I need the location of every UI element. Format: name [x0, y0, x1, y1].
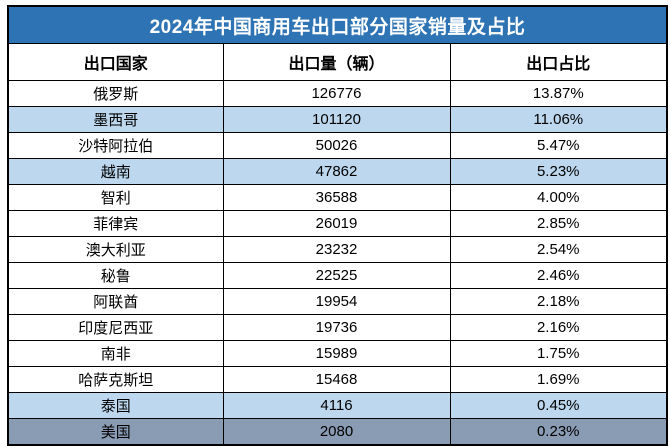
table-row: 越南 47862 5.23% — [7, 158, 668, 185]
volume-cell: 4116 — [222, 392, 451, 419]
column-header-share: 出口占比 — [449, 43, 668, 81]
table-row: 南非 15989 1.75% — [7, 340, 668, 367]
volume-cell: 22525 — [222, 262, 451, 289]
country-cell: 泰国 — [7, 392, 224, 419]
share-cell: 5.47% — [449, 132, 668, 159]
table-row: 秘鲁 22525 2.46% — [7, 262, 668, 289]
country-cell: 墨西哥 — [7, 106, 224, 133]
share-cell: 2.46% — [449, 262, 668, 289]
volume-cell: 2080 — [222, 418, 451, 446]
country-cell: 印度尼西亚 — [7, 314, 224, 341]
column-header-volume: 出口量（辆） — [222, 43, 451, 81]
table-row: 沙特阿拉伯 50026 5.47% — [7, 132, 668, 159]
table-row: 俄罗斯 126776 13.87% — [7, 80, 668, 107]
country-cell: 沙特阿拉伯 — [7, 132, 224, 159]
table-row: 澳大利亚 23232 2.54% — [7, 236, 668, 263]
table-row: 哈萨克斯坦 15468 1.69% — [7, 366, 668, 393]
table-row: 印度尼西亚 19736 2.16% — [7, 314, 668, 341]
table-title-row: 2024年中国商用车出口部分国家销量及占比 — [7, 5, 668, 44]
share-cell: 5.23% — [449, 158, 668, 185]
volume-cell: 19736 — [222, 314, 451, 341]
export-table-container: 2024年中国商用车出口部分国家销量及占比 出口国家 出口量（辆） 出口占比 俄… — [7, 5, 668, 446]
export-table: 2024年中国商用车出口部分国家销量及占比 出口国家 出口量（辆） 出口占比 俄… — [7, 5, 668, 446]
share-cell: 2.54% — [449, 236, 668, 263]
volume-cell: 26019 — [222, 210, 451, 237]
volume-cell: 23232 — [222, 236, 451, 263]
share-cell: 0.23% — [449, 418, 668, 446]
volume-cell: 19954 — [222, 288, 451, 315]
table-title: 2024年中国商用车出口部分国家销量及占比 — [7, 5, 668, 44]
country-cell: 澳大利亚 — [7, 236, 224, 263]
share-cell: 1.69% — [449, 366, 668, 393]
volume-cell: 15989 — [222, 340, 451, 367]
share-cell: 13.87% — [449, 80, 668, 107]
volume-cell: 126776 — [222, 80, 451, 107]
table-row: 阿联酋 19954 2.18% — [7, 288, 668, 315]
table-header-row: 出口国家 出口量（辆） 出口占比 — [7, 43, 668, 81]
country-cell: 智利 — [7, 184, 224, 211]
table-row: 墨西哥 101120 11.06% — [7, 106, 668, 133]
volume-cell: 50026 — [222, 132, 451, 159]
share-cell: 2.16% — [449, 314, 668, 341]
table-row: 智利 36588 4.00% — [7, 184, 668, 211]
country-cell: 俄罗斯 — [7, 80, 224, 107]
share-cell: 2.85% — [449, 210, 668, 237]
share-cell: 4.00% — [449, 184, 668, 211]
share-cell: 11.06% — [449, 106, 668, 133]
country-cell: 哈萨克斯坦 — [7, 366, 224, 393]
volume-cell: 15468 — [222, 366, 451, 393]
table-row: 泰国 4116 0.45% — [7, 392, 668, 419]
country-cell: 美国 — [7, 418, 224, 446]
table-body: 俄罗斯 126776 13.87% 墨西哥 101120 11.06% 沙特阿拉伯 50026… — [7, 80, 668, 446]
volume-cell: 47862 — [222, 158, 451, 185]
country-cell: 阿联酋 — [7, 288, 224, 315]
table-row: 美国 2080 0.23% — [7, 418, 668, 446]
share-cell: 2.18% — [449, 288, 668, 315]
country-cell: 越南 — [7, 158, 224, 185]
country-cell: 菲律宾 — [7, 210, 224, 237]
table-row: 菲律宾 26019 2.85% — [7, 210, 668, 237]
share-cell: 0.45% — [449, 392, 668, 419]
column-header-country: 出口国家 — [7, 43, 224, 81]
share-cell: 1.75% — [449, 340, 668, 367]
country-cell: 南非 — [7, 340, 224, 367]
volume-cell: 101120 — [222, 106, 451, 133]
volume-cell: 36588 — [222, 184, 451, 211]
country-cell: 秘鲁 — [7, 262, 224, 289]
